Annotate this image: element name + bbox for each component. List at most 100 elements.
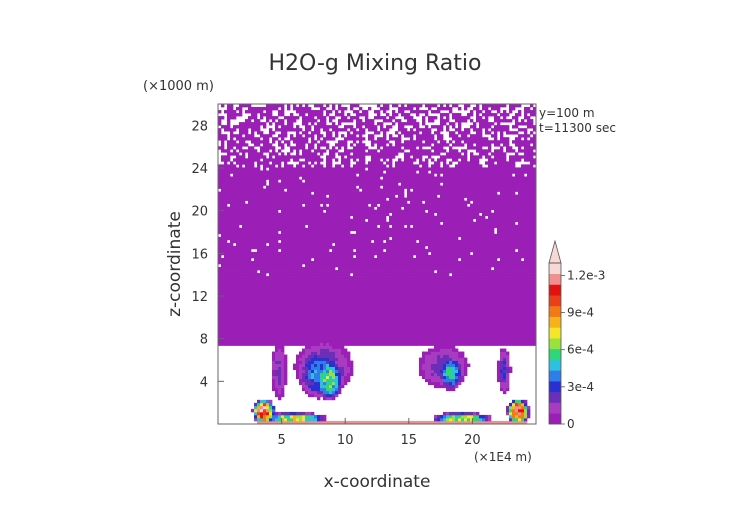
heatmap-cell	[485, 306, 489, 310]
heatmap-cell	[269, 264, 273, 268]
heatmap-cell	[356, 233, 360, 238]
heatmap-cell	[323, 251, 327, 256]
heatmap-cell	[455, 245, 459, 250]
heatmap-cell	[221, 300, 225, 304]
heatmap-cell	[533, 227, 537, 232]
heatmap-cell	[512, 303, 516, 307]
heatmap-cell	[491, 276, 495, 280]
heatmap-cell	[314, 354, 318, 358]
heatmap-cell	[419, 276, 423, 280]
heatmap-cell	[386, 227, 390, 232]
heatmap-cell	[311, 414, 315, 419]
heatmap-cell	[461, 236, 465, 241]
heatmap-cell	[242, 276, 246, 280]
heatmap-cell	[359, 282, 363, 286]
heatmap-cell	[461, 369, 465, 374]
heatmap-cell	[470, 242, 474, 247]
heatmap-cell	[308, 378, 312, 383]
heatmap-cell	[503, 336, 507, 340]
heatmap-cell	[521, 236, 525, 241]
heatmap-cell	[290, 312, 294, 316]
heatmap-cell	[293, 291, 297, 295]
heatmap-cell	[518, 306, 522, 310]
heatmap-cell	[248, 285, 252, 289]
heatmap-cell	[335, 251, 339, 256]
heatmap-cell	[296, 276, 300, 280]
heatmap-cell	[284, 363, 288, 367]
heatmap-cell	[308, 282, 312, 286]
heatmap-cell	[533, 264, 537, 268]
heatmap-cell	[434, 354, 438, 358]
heatmap-cell	[371, 303, 375, 307]
heatmap-cell	[281, 417, 285, 422]
heatmap-cell	[227, 276, 231, 280]
heatmap-cell	[485, 318, 489, 322]
heatmap-cell	[524, 264, 528, 268]
heatmap-cell	[272, 378, 276, 383]
heatmap-cell	[299, 288, 303, 292]
heatmap-cell	[425, 321, 429, 325]
heatmap-cell	[317, 378, 321, 383]
heatmap-cell	[488, 248, 492, 253]
heatmap-cell	[446, 273, 450, 277]
heatmap-cell	[452, 411, 456, 416]
heatmap-cell	[440, 315, 444, 319]
heatmap-cell	[482, 303, 486, 307]
heatmap-cell	[452, 300, 456, 304]
heatmap-cell	[245, 230, 249, 235]
heatmap-cell	[533, 339, 537, 343]
heatmap-cell	[269, 236, 273, 241]
heatmap-cell	[281, 276, 285, 280]
heatmap-cell	[479, 336, 483, 340]
heatmap-cell	[281, 318, 285, 322]
heatmap-cell	[434, 381, 438, 386]
heatmap-cell	[518, 399, 522, 404]
heatmap-cell	[434, 285, 438, 289]
heatmap-cell	[257, 336, 261, 340]
heatmap-cell	[308, 411, 312, 416]
heatmap-cell	[449, 315, 453, 319]
heatmap-cell	[512, 414, 516, 419]
heatmap-cell	[356, 303, 360, 307]
heatmap-cell	[314, 327, 318, 331]
heatmap-cell	[419, 369, 423, 374]
heatmap-cell	[530, 282, 534, 286]
heatmap-cell	[251, 260, 255, 265]
heatmap-cell	[332, 339, 336, 343]
heatmap-cell	[239, 273, 243, 277]
heatmap-cell	[449, 230, 453, 235]
heatmap-cell	[380, 236, 384, 241]
heatmap-cell	[305, 345, 309, 349]
heatmap-cell	[446, 378, 450, 383]
heatmap-cell	[476, 318, 480, 322]
heatmap-cell	[434, 414, 438, 419]
heatmap-cell	[437, 309, 441, 313]
heatmap-cell	[302, 375, 306, 380]
heatmap-cell	[359, 245, 363, 250]
heatmap-cell	[326, 260, 330, 265]
heatmap-cell	[284, 282, 288, 286]
heatmap-cell	[518, 242, 522, 247]
heatmap-cell	[500, 279, 504, 283]
heatmap-cell	[263, 411, 267, 416]
heatmap-cell	[329, 282, 333, 286]
heatmap-cell	[452, 303, 456, 307]
heatmap-cell	[338, 303, 342, 307]
heatmap-cell	[452, 239, 456, 244]
heatmap-cell	[434, 420, 438, 425]
heatmap-cell	[221, 245, 225, 250]
heatmap-cell	[242, 233, 246, 238]
heatmap-cell	[446, 230, 450, 235]
heatmap-cell	[488, 264, 492, 268]
heatmap-cell	[284, 378, 288, 383]
heatmap-cell	[350, 327, 354, 331]
heatmap-cell	[311, 245, 315, 250]
heatmap-cell	[476, 414, 480, 419]
heatmap-cell	[449, 251, 453, 256]
heatmap-cell	[239, 260, 243, 265]
heatmap-cell	[305, 375, 309, 380]
heatmap-cell	[308, 312, 312, 316]
heatmap-cell	[521, 402, 525, 407]
heatmap-cell	[482, 414, 486, 419]
heatmap-cell	[320, 273, 324, 277]
